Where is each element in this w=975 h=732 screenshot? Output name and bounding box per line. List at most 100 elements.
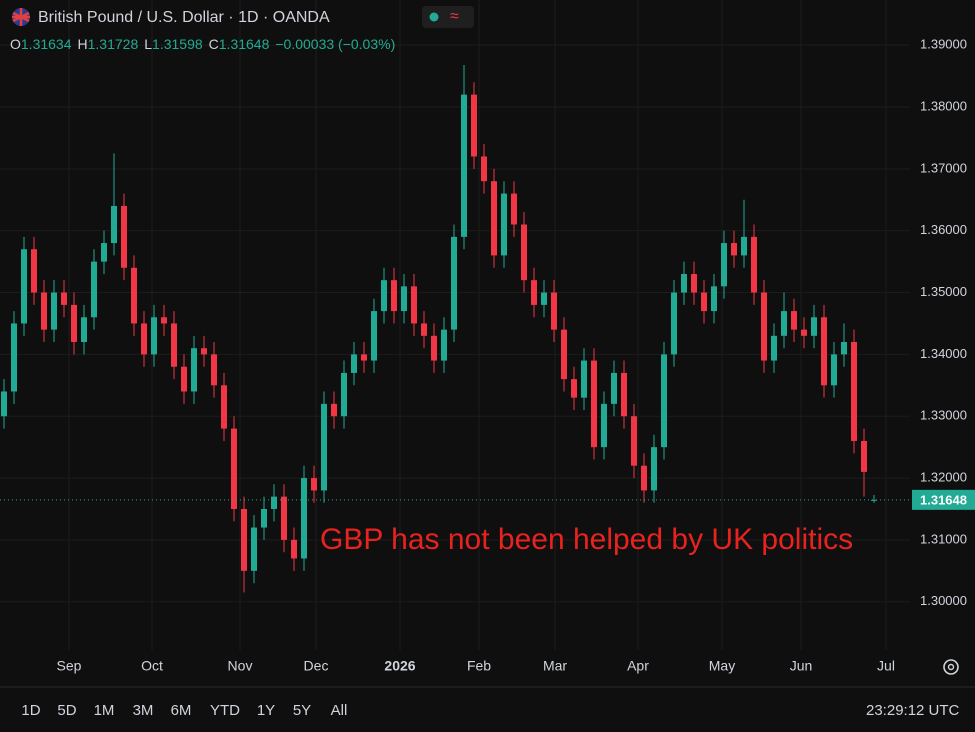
legend-value: 1.31634 <box>21 36 72 52</box>
candle-body <box>821 317 827 386</box>
candle-body <box>321 403 327 491</box>
candle-body <box>701 292 707 312</box>
y-tick-label: 1.30000 <box>920 593 967 608</box>
candle-body <box>341 372 347 417</box>
candle-body <box>301 478 307 559</box>
y-tick-label: 1.32000 <box>920 470 967 485</box>
candle-body <box>211 354 217 386</box>
status-dot <box>429 12 439 22</box>
candle-body <box>871 499 877 501</box>
candle-body <box>391 280 397 312</box>
candle-body <box>441 329 447 361</box>
candle-body <box>431 335 437 361</box>
candle-body <box>161 317 167 324</box>
x-tick-label: May <box>709 658 735 674</box>
candle-body <box>91 261 97 318</box>
range-button[interactable]: 1Y <box>257 702 275 719</box>
candle-body <box>101 243 107 262</box>
candle-body <box>31 249 37 293</box>
legend-label: O <box>10 36 21 52</box>
candle-body <box>71 304 77 343</box>
candle-body <box>721 243 727 287</box>
last-price-label: 1.31648 <box>920 492 967 507</box>
candle-body <box>811 317 817 336</box>
x-tick-label: Feb <box>467 658 491 674</box>
candle-body <box>21 249 27 324</box>
x-tick-label: 2026 <box>384 658 415 674</box>
candle-body <box>731 243 737 256</box>
candle-body <box>201 348 207 355</box>
candle-body <box>861 440 867 472</box>
y-tick-label: 1.31000 <box>920 531 967 546</box>
range-button[interactable]: 1M <box>94 702 115 719</box>
candle-body <box>751 236 757 293</box>
chart-title: British Pound / U.S. Dollar · 1D · OANDA <box>38 9 330 26</box>
candle-body <box>511 193 517 225</box>
candle-body <box>671 292 677 355</box>
candle-body <box>601 403 607 448</box>
candle-body <box>231 428 237 509</box>
candle-body <box>271 496 277 509</box>
candle-body <box>241 508 247 571</box>
candles <box>1 64 877 593</box>
candle-body <box>171 323 177 367</box>
legend-label: L <box>144 36 152 52</box>
candle-body <box>221 385 227 429</box>
range-button[interactable]: 6M <box>171 702 192 719</box>
settings-gear-hub[interactable] <box>947 663 955 671</box>
legend-value: 1.31648 <box>219 36 270 52</box>
candle-body <box>141 323 147 355</box>
y-tick-label: 1.36000 <box>920 222 967 237</box>
x-tick-label: Oct <box>141 658 163 674</box>
candle-body <box>851 342 857 441</box>
candle-body <box>291 539 297 559</box>
candle-body <box>551 292 557 330</box>
range-button[interactable]: 5Y <box>293 702 311 719</box>
candle-body <box>461 94 467 237</box>
candle-body <box>451 236 457 330</box>
candle-body <box>421 323 427 336</box>
candle-body <box>51 292 57 330</box>
candle-body <box>581 360 587 398</box>
legend-label: C <box>209 36 219 52</box>
candle-body <box>481 156 487 182</box>
range-button[interactable]: All <box>331 702 348 719</box>
y-tick-label: 1.39000 <box>920 37 967 52</box>
candle-body <box>1 391 7 417</box>
candle-body <box>741 236 747 256</box>
candle-body <box>681 273 687 293</box>
candle-body <box>361 354 367 361</box>
candle-body <box>281 496 287 540</box>
x-tick-label: Nov <box>228 658 253 674</box>
candle-body <box>651 447 657 491</box>
candle-body <box>471 94 477 157</box>
candle-body <box>641 465 647 491</box>
x-tick-label: Jul <box>877 658 895 674</box>
legend-label: H <box>78 36 88 52</box>
y-tick-label: 1.35000 <box>920 284 967 299</box>
candle-body <box>541 292 547 305</box>
range-button[interactable]: 1D <box>21 702 40 719</box>
candle-body <box>561 329 567 380</box>
candle-body <box>611 372 617 404</box>
candle-body <box>191 348 197 392</box>
candle-body <box>111 205 117 244</box>
range-button[interactable]: 3M <box>133 702 154 719</box>
range-button[interactable]: 5D <box>57 702 76 719</box>
status-badge <box>422 6 474 28</box>
candle-body <box>401 286 407 312</box>
range-button[interactable]: YTD <box>210 702 240 719</box>
candle-body <box>591 360 597 448</box>
legend-value: 1.31598 <box>152 36 203 52</box>
candle-body <box>81 317 87 343</box>
candle-body <box>331 403 337 417</box>
settings-gear[interactable] <box>943 659 959 675</box>
legend-change: −0.00033 (−0.03%) <box>275 36 395 52</box>
candle-body <box>381 280 387 312</box>
candle-body <box>311 478 317 491</box>
candle-body <box>371 311 377 361</box>
settings-icon[interactable] <box>943 659 959 675</box>
legend-value: 1.31728 <box>88 36 139 52</box>
candle-body <box>501 193 507 256</box>
